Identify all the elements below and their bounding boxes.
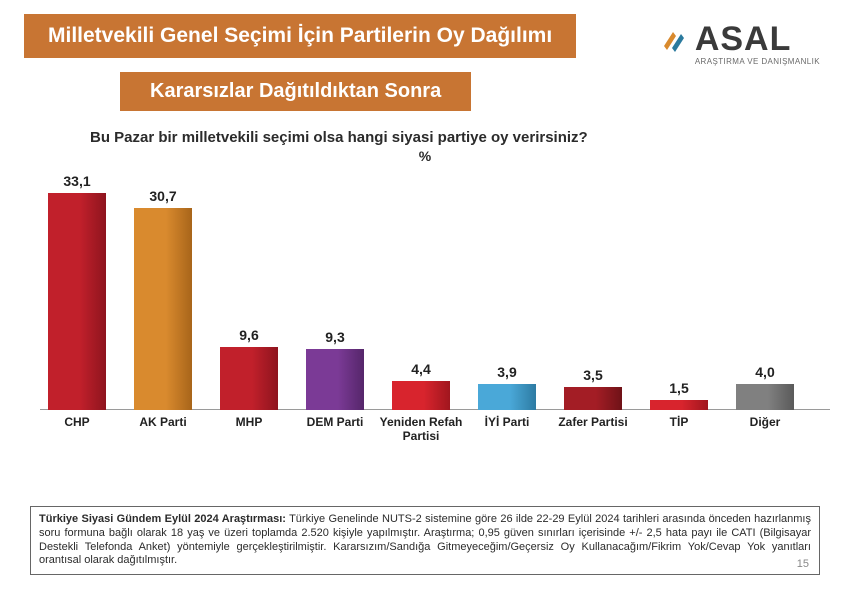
methodology-footnote: Türkiye Siyasi Gündem Eylül 2024 Araştır… (30, 506, 820, 575)
bar-value-label: 30,7 (149, 188, 176, 204)
bar-category-label: İYİ Parti (462, 416, 552, 430)
title-banner: Milletvekili Genel Seçimi İçin Partileri… (24, 14, 576, 58)
bar-category-label: Diğer (720, 416, 810, 430)
logo-icon (661, 26, 689, 54)
bar-value-label: 33,1 (63, 173, 90, 189)
bar (392, 381, 450, 410)
survey-question: Bu Pazar bir milletvekili seçimi olsa ha… (90, 129, 850, 146)
bar (220, 347, 278, 410)
bar-value-label: 9,3 (325, 329, 344, 345)
bar (134, 208, 192, 410)
bar (564, 387, 622, 410)
bar-category-label: DEM Parti (290, 416, 380, 430)
bar-value-label: 4,0 (755, 364, 774, 380)
bar (736, 384, 794, 410)
bar (650, 400, 708, 410)
bar-value-label: 4,4 (411, 361, 430, 377)
bar-category-label: CHP (32, 416, 122, 430)
bar-value-label: 9,6 (239, 327, 258, 343)
bar-wrap: 4,0Diğer (736, 364, 794, 410)
bar-category-label: TİP (634, 416, 724, 430)
bar-wrap: 3,9İYİ Parti (478, 364, 536, 410)
bar-category-label: Yeniden Refah Partisi (376, 416, 466, 444)
bar-value-label: 1,5 (669, 380, 688, 396)
bar-category-label: AK Parti (118, 416, 208, 430)
bar-value-label: 3,5 (583, 367, 602, 383)
bar-category-label: MHP (204, 416, 294, 430)
logo-tagline: ARAŞTIRMA VE DANIŞMANLIK (695, 57, 820, 66)
page-number: 15 (797, 558, 809, 572)
percent-symbol: % (0, 148, 850, 164)
bar-chart: 33,1CHP30,7AK Parti9,6MHP9,3DEM Parti4,4… (40, 164, 830, 454)
bar (306, 349, 364, 410)
logo-text: ASAL (695, 20, 792, 59)
bar-wrap: 30,7AK Parti (134, 188, 192, 410)
bar-value-label: 3,9 (497, 364, 516, 380)
bar (48, 193, 106, 411)
bar-wrap: 9,6MHP (220, 327, 278, 410)
bar-wrap: 3,5Zafer Partisi (564, 367, 622, 410)
bar-wrap: 1,5TİP (650, 380, 708, 410)
bar-wrap: 33,1CHP (48, 173, 106, 411)
bar (478, 384, 536, 410)
bar-wrap: 9,3DEM Parti (306, 329, 364, 410)
subtitle-banner: Kararsızlar Dağıtıldıktan Sonra (120, 72, 471, 111)
bar-category-label: Zafer Partisi (548, 416, 638, 430)
footnote-lead: Türkiye Siyasi Gündem Eylül 2024 Araştır… (39, 513, 286, 525)
bar-wrap: 4,4Yeniden Refah Partisi (392, 361, 450, 410)
brand-logo: ASAL ARAŞTIRMA VE DANIŞMANLIK (661, 20, 820, 66)
